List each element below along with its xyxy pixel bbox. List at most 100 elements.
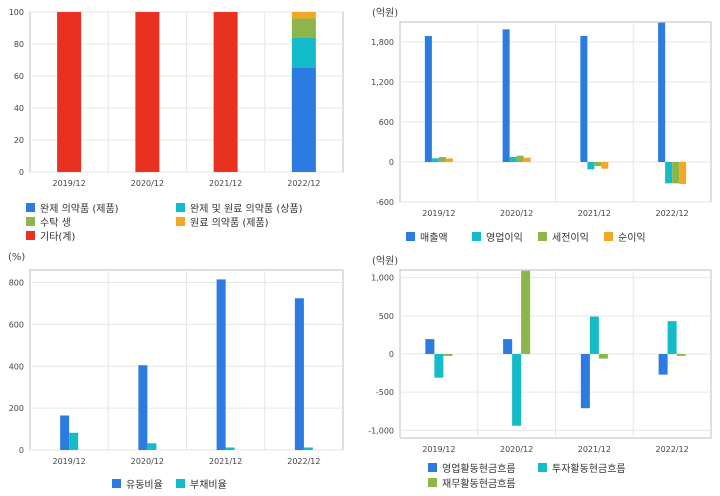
bar bbox=[69, 432, 79, 450]
x-tick-label: 2021/12 bbox=[578, 445, 611, 454]
bar bbox=[521, 270, 531, 354]
y-tick-label: 1,200 bbox=[371, 78, 394, 87]
bar bbox=[57, 12, 82, 172]
product-mix-legend: 완제 의약품 (제품) 완제 및 원료 의약품 (상품) 수탁 생 원료 의약품… bbox=[26, 200, 356, 244]
y-tick-label: 600 bbox=[9, 320, 24, 329]
bar bbox=[291, 68, 316, 172]
bar bbox=[225, 447, 235, 450]
y-tick-label: 0 bbox=[389, 350, 394, 359]
legend-swatch bbox=[406, 232, 415, 241]
y-tick-label: 0 bbox=[19, 168, 24, 177]
bar bbox=[580, 354, 590, 409]
income-chart: (억원) -600 0 600 1,200 1,800 2019/12 2020/12 202… bbox=[360, 0, 720, 248]
x-tick-label: 2022/12 bbox=[656, 445, 689, 454]
cashflow-plot: -1,000 -500 0 500 1,000 2019/12 2020/12 2021/12… bbox=[368, 269, 712, 454]
income-legend: 매출액 영업이익 세전이익 순이익 bbox=[406, 229, 706, 245]
unit-label: (억원) bbox=[372, 8, 399, 19]
legend-item: 영업이익 bbox=[472, 229, 523, 244]
bar bbox=[431, 158, 439, 162]
y-tick-label: 1,800 bbox=[371, 38, 394, 47]
bar bbox=[216, 279, 226, 450]
bar bbox=[516, 155, 524, 162]
bar bbox=[425, 339, 435, 354]
legend-swatch bbox=[538, 232, 547, 241]
x-tick-label: 2022/12 bbox=[656, 209, 689, 218]
x-tick-label: 2022/12 bbox=[287, 179, 320, 188]
bar bbox=[598, 354, 608, 359]
legend-label: 기타(계) bbox=[40, 232, 76, 243]
bar bbox=[294, 298, 304, 450]
y-tick-label: 20 bbox=[14, 136, 24, 145]
bar bbox=[291, 12, 316, 19]
product-mix-plot: 0 20 40 60 80 100 2019/12 2020/12 2021/12 2022/12 bbox=[9, 8, 344, 188]
product-mix-chart: 0 20 40 60 80 100 2019/12 2020/12 2021/12 2022/12… bbox=[0, 0, 360, 248]
bar bbox=[445, 158, 453, 162]
legend-swatch bbox=[604, 232, 613, 241]
legend-item: 투자활동현금흐름 bbox=[538, 460, 626, 475]
legend-label: 재무활동현금흐름 bbox=[442, 479, 516, 490]
unit-label: (%) bbox=[8, 252, 26, 263]
x-tick-label: 2021/12 bbox=[209, 457, 242, 466]
legend-swatch bbox=[26, 217, 35, 226]
bar bbox=[213, 12, 238, 172]
legend-item: 순이익 bbox=[604, 229, 646, 244]
bar bbox=[303, 447, 313, 450]
legend-label: 영업이익 bbox=[486, 233, 523, 244]
legend-item: 매출액 bbox=[406, 229, 448, 244]
legend-item: 완제 및 원료 의약품 (상품) bbox=[176, 200, 303, 215]
y-tick-label: 60 bbox=[14, 72, 24, 81]
legend-swatch bbox=[176, 479, 185, 488]
legend-item: 수탁 생 bbox=[26, 214, 71, 229]
legend-item: 완제 의약품 (제품) bbox=[26, 200, 119, 215]
legend-swatch bbox=[428, 478, 437, 487]
bar bbox=[665, 162, 673, 184]
bar bbox=[147, 443, 157, 450]
legend-swatch bbox=[26, 231, 35, 240]
legend-label: 영업활동현금흐름 bbox=[442, 464, 516, 475]
y-tick-label: 800 bbox=[9, 279, 24, 288]
bar bbox=[587, 162, 595, 170]
y-tick-label: -500 bbox=[376, 388, 394, 397]
x-tick-label: 2020/12 bbox=[131, 457, 164, 466]
y-tick-label: 600 bbox=[379, 118, 394, 127]
ratio-chart: (%) 0 200 400 600 800 2019/12 2020/12 2021/12 20… bbox=[0, 248, 360, 496]
legend-item: 부채비율 bbox=[176, 476, 227, 491]
legend-label: 완제 및 원료 의약품 (상품) bbox=[190, 204, 303, 215]
cashflow-chart: (억원) -1,000 -500 0 500 1,000 2019/12 2020/12 20… bbox=[360, 248, 720, 496]
legend-label: 원료 의약품 (제품) bbox=[190, 218, 269, 229]
bar bbox=[658, 354, 668, 375]
bar bbox=[589, 316, 599, 354]
y-tick-label: 500 bbox=[379, 312, 394, 321]
y-tick-label: 0 bbox=[19, 446, 24, 455]
income-plot: -600 0 600 1,200 1,800 2019/12 2020/12 2021/12 2… bbox=[371, 21, 712, 218]
bar bbox=[512, 354, 522, 426]
legend-item: 영업활동현금흐름 bbox=[428, 460, 516, 475]
legend-swatch bbox=[112, 479, 121, 488]
y-tick-label: 80 bbox=[14, 40, 24, 49]
legend-label: 세전이익 bbox=[552, 233, 589, 244]
bar bbox=[502, 29, 510, 163]
bar bbox=[594, 162, 602, 166]
y-tick-label: 0 bbox=[389, 158, 394, 167]
x-tick-label: 2020/12 bbox=[131, 179, 164, 188]
bar bbox=[138, 365, 148, 450]
y-tick-label: 400 bbox=[9, 362, 24, 371]
bar bbox=[438, 157, 446, 162]
x-tick-label: 2019/12 bbox=[53, 457, 86, 466]
bar bbox=[434, 354, 444, 378]
bar bbox=[676, 354, 686, 356]
x-tick-label: 2019/12 bbox=[422, 445, 455, 454]
legend-item: 재무활동현금흐름 bbox=[428, 475, 516, 490]
legend-label: 매출액 bbox=[420, 233, 448, 244]
x-tick-label: 2019/12 bbox=[422, 209, 455, 218]
legend-swatch bbox=[472, 232, 481, 241]
legend-item: 기타(계) bbox=[26, 228, 75, 243]
bar bbox=[580, 36, 588, 162]
bar bbox=[503, 339, 513, 354]
bar bbox=[667, 321, 677, 354]
bar bbox=[60, 415, 70, 450]
ratio-legend: 유동비율 부채비율 bbox=[112, 476, 312, 492]
legend-item: 원료 의약품 (제품) bbox=[176, 214, 269, 229]
bar bbox=[443, 354, 453, 356]
bar bbox=[523, 157, 531, 162]
